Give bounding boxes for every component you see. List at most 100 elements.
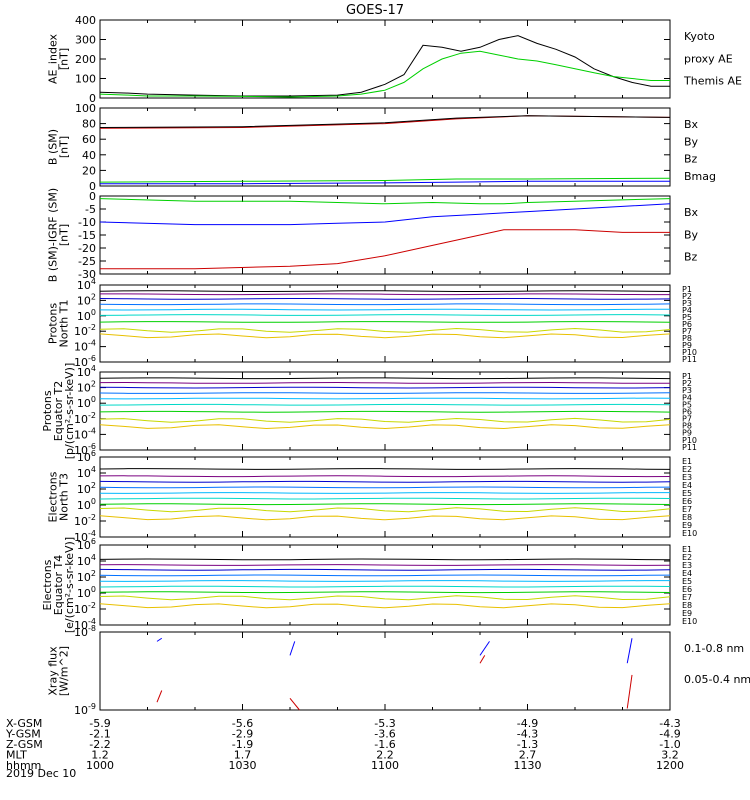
legend-entry: E9 [682, 609, 692, 618]
xaxis-value: -5.9 [89, 717, 110, 730]
channel-line-8 [99, 595, 671, 601]
legend-entry: E6 [682, 497, 692, 506]
xaxis-value: 1100 [371, 759, 399, 772]
legend-entry: Bx [684, 118, 699, 131]
legend-entry: P11 [682, 355, 697, 364]
channel-line-7 [99, 410, 671, 413]
date-label: 2019 Dec 10 [6, 767, 76, 780]
plot-title: GOES-17 [346, 3, 404, 18]
xray-segment [479, 641, 490, 656]
ytick-label: 60 [82, 133, 96, 146]
xray-segment [156, 637, 163, 642]
xaxis-row-label: Y-GSM [5, 728, 41, 741]
ytick-label: 200 [75, 53, 96, 66]
channel-line-5 [99, 492, 670, 494]
legend-entry: By [684, 135, 699, 148]
ytick-label: 100 [75, 102, 96, 115]
ytick-label: 102 [77, 481, 96, 496]
legend-entry: P3 [682, 299, 692, 308]
ytick-label: -5 [85, 203, 96, 216]
panel-bigrf: B (SM)-IGRF (SM)[nT] [47, 188, 671, 282]
legend-entry: P10 [682, 348, 697, 357]
ytick-label: 80 [82, 118, 96, 131]
xray-segment [626, 638, 633, 664]
legend-entry: 0.1-0.8 nm [684, 642, 744, 655]
legend-entry: Bmag [684, 170, 716, 183]
channel-line-8 [99, 327, 671, 333]
legend-entry: E5 [682, 489, 692, 498]
xaxis-value: -2.1 [89, 728, 110, 741]
xray-segment [289, 697, 300, 711]
ylabel: Equator T4 [52, 555, 65, 615]
legend-entry: P5 [682, 400, 692, 409]
ytick-label: 100 [75, 73, 96, 86]
channel-line-8 [99, 507, 671, 513]
legend-entry: E10 [682, 617, 697, 626]
legend-entry: P8 [682, 334, 692, 343]
ytick-label: 300 [75, 34, 96, 47]
series-line-themis-ae [99, 35, 670, 97]
legend-entry: E2 [682, 465, 692, 474]
ytick-label: 0 [89, 92, 96, 105]
channel-line-3 [99, 298, 671, 300]
legend-entry: P7 [682, 415, 692, 424]
panel-bsm: B (SM)[nT] [47, 107, 671, 187]
legend-entry: P2 [682, 379, 692, 388]
channel-line-2 [99, 475, 671, 478]
ytick-label: 10-2 [74, 601, 96, 616]
channel-line-1 [99, 558, 671, 561]
panel-frame-bsm [99, 107, 671, 187]
xaxis-value: -4.9 [517, 717, 538, 730]
series-line-bx [99, 203, 671, 226]
channel-line-2 [99, 564, 671, 566]
channel-line-6 [99, 403, 671, 406]
ylabel: Xray flux [47, 646, 60, 696]
channel-line-4 [99, 392, 671, 394]
ylabel: [nT] [58, 224, 71, 246]
ylabel: [nT] [58, 136, 71, 158]
ytick-label: -30 [78, 268, 96, 281]
channel-line-9 [99, 603, 671, 609]
channel-line-6 [99, 585, 671, 588]
ylabel: Equator T2 [52, 381, 65, 441]
legend-entry: P7 [682, 327, 692, 336]
ytick-label: 102 [77, 292, 96, 307]
xaxis-row-label: Z-GSM [6, 738, 43, 751]
legend-entry: Themis AE [683, 75, 742, 88]
channel-line-4 [99, 303, 671, 306]
ytick-label: 104 [77, 465, 96, 480]
panel-frame-pn [99, 284, 671, 363]
xaxis-row-label: hhmm [6, 759, 41, 772]
channel-line-3 [99, 568, 671, 571]
legend-entry: E5 [682, 577, 692, 586]
xaxis-value: 1.2 [91, 749, 109, 762]
legend-entry: E7 [682, 593, 692, 602]
series-line-bmag [99, 115, 671, 128]
xaxis-value: 1000 [86, 759, 114, 772]
ytick-label: 10-4 [74, 529, 96, 544]
series-line-bz [99, 115, 671, 129]
ytick-label: 0 [89, 190, 96, 203]
channel-line-2 [100, 293, 670, 296]
series-line-kyoto-proxy-ae [99, 50, 670, 98]
xaxis-value: -5.3 [374, 717, 395, 730]
legend-entry: E4 [682, 481, 692, 490]
xaxis-value: -4.9 [659, 728, 680, 741]
channel-line-3 [99, 480, 671, 483]
xaxis-value: 1.7 [234, 749, 252, 762]
channel-line-7 [99, 591, 671, 594]
legend-entry: E9 [682, 521, 692, 530]
channel-line-6 [99, 314, 671, 316]
channel-line-5 [99, 397, 671, 400]
legend-entry: P10 [682, 436, 697, 445]
ytick-label: 100 [77, 308, 96, 323]
channel-line-1 [99, 377, 671, 380]
legend-entry: P9 [682, 341, 692, 350]
legend-entry: Kyoto [684, 30, 715, 43]
channel-line-9 [99, 424, 671, 430]
xaxis-value: 1200 [656, 759, 684, 772]
series-line-bz [100, 229, 670, 270]
